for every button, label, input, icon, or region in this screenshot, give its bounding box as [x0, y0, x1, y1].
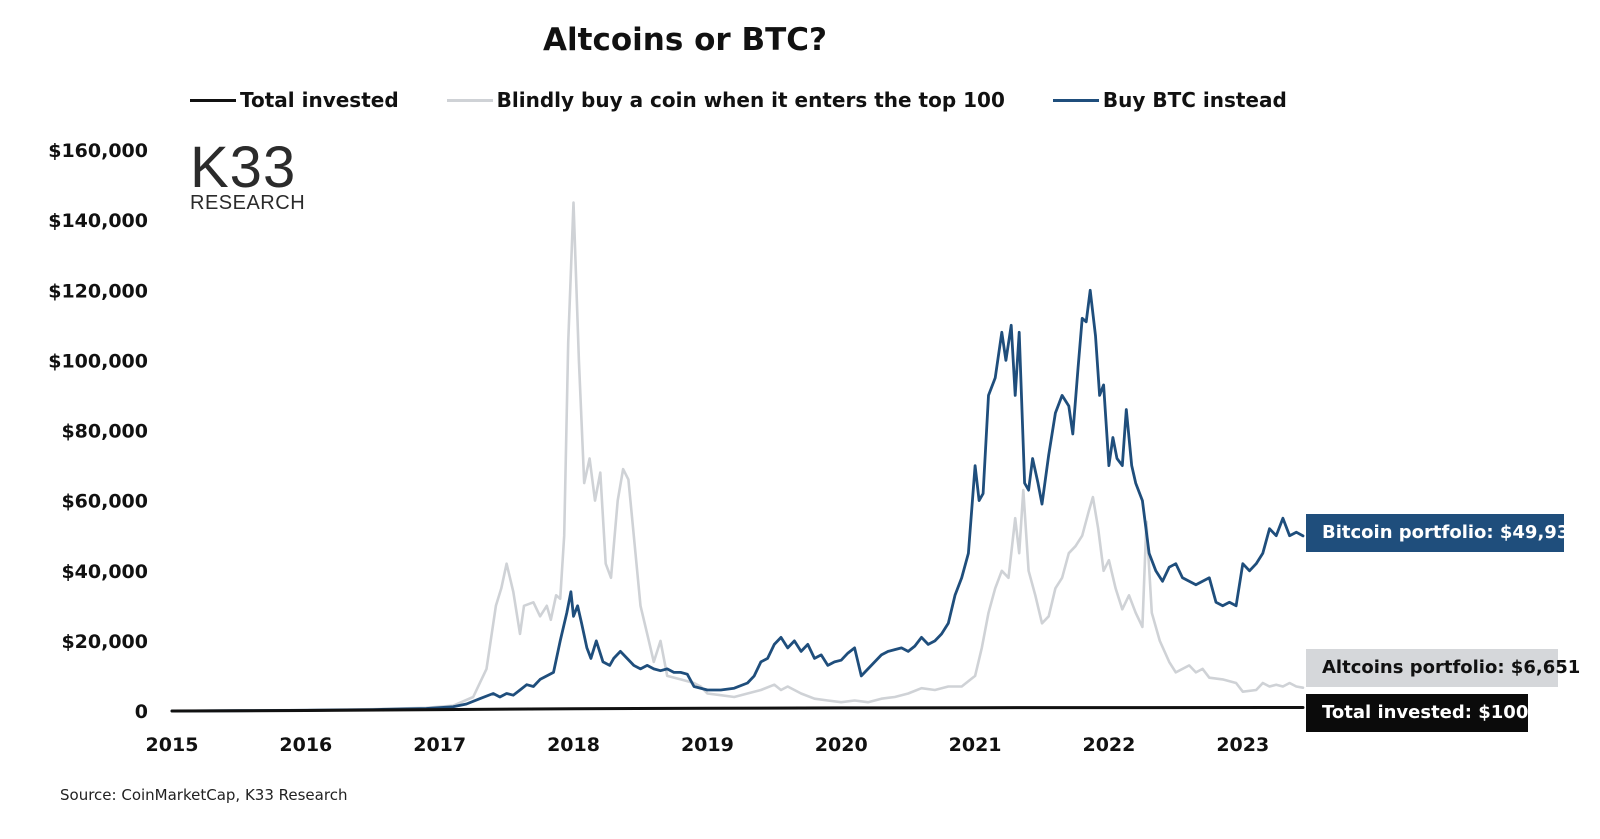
legend-label-altcoins: Blindly buy a coin when it enters the to…: [496, 88, 1005, 112]
legend-label-btc: Buy BTC instead: [1102, 88, 1287, 112]
series-line-total-invested: [170, 706, 1305, 713]
y-tick-label: $40,000: [61, 561, 148, 583]
legend-item-btc: Buy BTC instead: [1052, 88, 1287, 112]
chart-legend: Total invested Blindly buy a coin when i…: [190, 88, 1335, 112]
series-line-altcoins: [170, 201, 1305, 713]
y-tick-label: $140,000: [48, 210, 148, 232]
y-tick-label: $60,000: [61, 491, 148, 513]
y-tick-label: 0: [135, 701, 148, 723]
legend-swatch-btc: [1052, 98, 1099, 102]
x-tick-label: 2017: [413, 734, 466, 756]
x-tick-label: 2021: [949, 734, 1002, 756]
logo-research-text: RESEARCH: [190, 192, 306, 214]
legend-label-total: Total invested: [240, 88, 399, 112]
legend-item-total-invested: Total invested: [190, 88, 399, 112]
x-tick-label: 2023: [1216, 734, 1269, 756]
y-tick-label: $80,000: [61, 421, 148, 443]
legend-item-altcoins: Blindly buy a coin when it enters the to…: [446, 88, 1005, 112]
y-tick-label: $100,000: [48, 350, 148, 372]
legend-swatch-total: [190, 98, 236, 102]
series-line-btc: [170, 288, 1305, 713]
y-tick-label: $120,000: [48, 280, 148, 302]
bitcoin-portfolio-label: Bitcoin portfolio: $49,934: [1306, 514, 1582, 552]
chart-title: Altcoins or BTC?: [543, 22, 827, 58]
x-tick-label: 2015: [146, 734, 199, 756]
x-tick-label: 2018: [547, 734, 600, 756]
total-invested-label: Total invested: $1009: [1306, 694, 1541, 732]
y-tick-label: $160,000: [48, 140, 148, 162]
k33-research-logo: K33 RESEARCH: [190, 135, 306, 214]
x-tick-label: 2019: [681, 734, 734, 756]
y-tick-label: $20,000: [61, 631, 148, 653]
legend-swatch-altcoins: [446, 98, 493, 102]
logo-k33-text: K33: [190, 135, 297, 200]
x-tick-label: 2016: [279, 734, 332, 756]
source-note: Source: CoinMarketCap, K33 Research: [60, 786, 348, 804]
x-tick-label: 2022: [1082, 734, 1135, 756]
altcoins-portfolio-label: Altcoins portfolio: $6,651: [1306, 649, 1580, 687]
x-tick-label: 2020: [815, 734, 868, 756]
